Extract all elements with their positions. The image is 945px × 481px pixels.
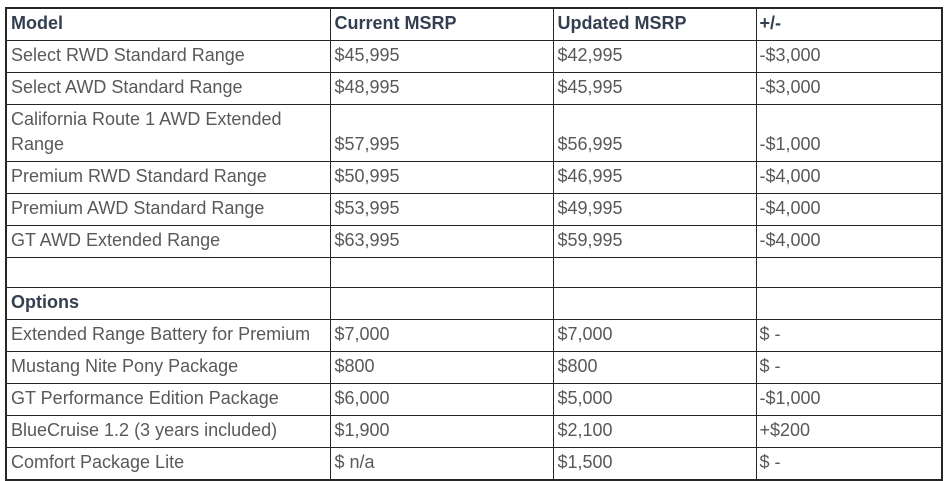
cell-updated-msrp (552, 257, 757, 288)
column-header-current-msrp: Current MSRP (329, 7, 554, 41)
cell-delta: -$1,000 (755, 383, 943, 416)
cell-model: GT Performance Edition Package (5, 383, 331, 416)
table-row: Select RWD Standard Range $45,995 $42,995-… (5, 40, 943, 73)
cell-current-msrp: $48,995 (329, 72, 554, 105)
pricing-table: Model Current MSRP Updated MSRP +/- Sele… (5, 7, 943, 481)
cell-model: Premium RWD Standard Range (5, 161, 331, 194)
cell-model (5, 257, 331, 288)
cell-current-msrp (329, 257, 554, 288)
table-row: Extended Range Battery for Premium $7,000… (5, 319, 943, 352)
cell-updated-msrp: $7,000 (552, 319, 757, 352)
table-row: GT Performance Edition Package $6,000 $5,0… (5, 383, 943, 416)
cell-current-msrp: $53,995 (329, 193, 554, 226)
cell-model: Mustang Nite Pony Package (5, 351, 331, 384)
cell-delta (755, 257, 943, 288)
table-row: BlueCruise 1.2 (3 years included) $1,900 $… (5, 415, 943, 448)
column-header-delta: +/- (755, 7, 943, 41)
cell-updated-msrp (552, 287, 757, 320)
cell-current-msrp: $50,995 (329, 161, 554, 194)
cell-updated-msrp: $46,995 (552, 161, 757, 194)
cell-delta: -$4,000 (755, 161, 943, 194)
cell-model: Options (5, 287, 331, 320)
cell-model: Select RWD Standard Range (5, 40, 331, 73)
cell-updated-msrp: $59,995 (552, 225, 757, 258)
cell-current-msrp: $63,995 (329, 225, 554, 258)
table-row: Premium RWD Standard Range $50,995 $46,995… (5, 161, 943, 194)
cell-model: GT AWD Extended Range (5, 225, 331, 258)
cell-current-msrp: $57,995 (329, 104, 554, 162)
table-body: Select RWD Standard Range $45,995 $42,995-… (5, 40, 943, 481)
cell-model: Select AWD Standard Range (5, 72, 331, 105)
cell-delta (755, 287, 943, 320)
cell-delta: -$4,000 (755, 225, 943, 258)
cell-model: Comfort Package Lite (5, 447, 331, 481)
cell-updated-msrp: $2,100 (552, 415, 757, 448)
cell-updated-msrp: $49,995 (552, 193, 757, 226)
cell-current-msrp: $7,000 (329, 319, 554, 352)
cell-delta: +$200 (755, 415, 943, 448)
cell-current-msrp: $45,995 (329, 40, 554, 73)
cell-current-msrp: $1,900 (329, 415, 554, 448)
cell-updated-msrp: $1,500 (552, 447, 757, 481)
cell-current-msrp: $6,000 (329, 383, 554, 416)
cell-delta: $ - (755, 447, 943, 481)
page: Model Current MSRP Updated MSRP +/- Sele… (5, 7, 943, 481)
table-row (5, 257, 943, 288)
cell-updated-msrp: $800 (552, 351, 757, 384)
cell-updated-msrp: $56,995 (552, 104, 757, 162)
cell-updated-msrp: $45,995 (552, 72, 757, 105)
cell-model: Extended Range Battery for Premium (5, 319, 331, 352)
table-row: Options (5, 287, 943, 320)
cell-model: California Route 1 AWD Extended Range (5, 104, 331, 162)
column-header-model: Model (5, 7, 331, 41)
table-row: Select AWD Standard Range $48,995 $45,995-… (5, 72, 943, 105)
header-row: Model Current MSRP Updated MSRP +/- (5, 7, 943, 41)
cell-current-msrp: $800 (329, 351, 554, 384)
table-row: Mustang Nite Pony Package $800 $800 $ - (5, 351, 943, 384)
cell-delta: -$1,000 (755, 104, 943, 162)
table-row: California Route 1 AWD Extended Range $57… (5, 104, 943, 162)
column-header-updated-msrp: Updated MSRP (552, 7, 757, 41)
cell-updated-msrp: $5,000 (552, 383, 757, 416)
cell-model: Premium AWD Standard Range (5, 193, 331, 226)
cell-model: BlueCruise 1.2 (3 years included) (5, 415, 331, 448)
cell-delta: $ - (755, 351, 943, 384)
table-row: Comfort Package Lite $ n/a $1,500 $ - (5, 447, 943, 481)
table-row: GT AWD Extended Range $63,995 $59,995 -$4,0… (5, 225, 943, 258)
cell-delta: -$3,000 (755, 40, 943, 73)
table-row: Premium AWD Standard Range $53,995 $49,995… (5, 193, 943, 226)
cell-delta: $ - (755, 319, 943, 352)
cell-current-msrp: $ n/a (329, 447, 554, 481)
cell-delta: -$3,000 (755, 72, 943, 105)
cell-current-msrp (329, 287, 554, 320)
table-header: Model Current MSRP Updated MSRP +/- (5, 7, 943, 41)
cell-delta: -$4,000 (755, 193, 943, 226)
cell-updated-msrp: $42,995 (552, 40, 757, 73)
